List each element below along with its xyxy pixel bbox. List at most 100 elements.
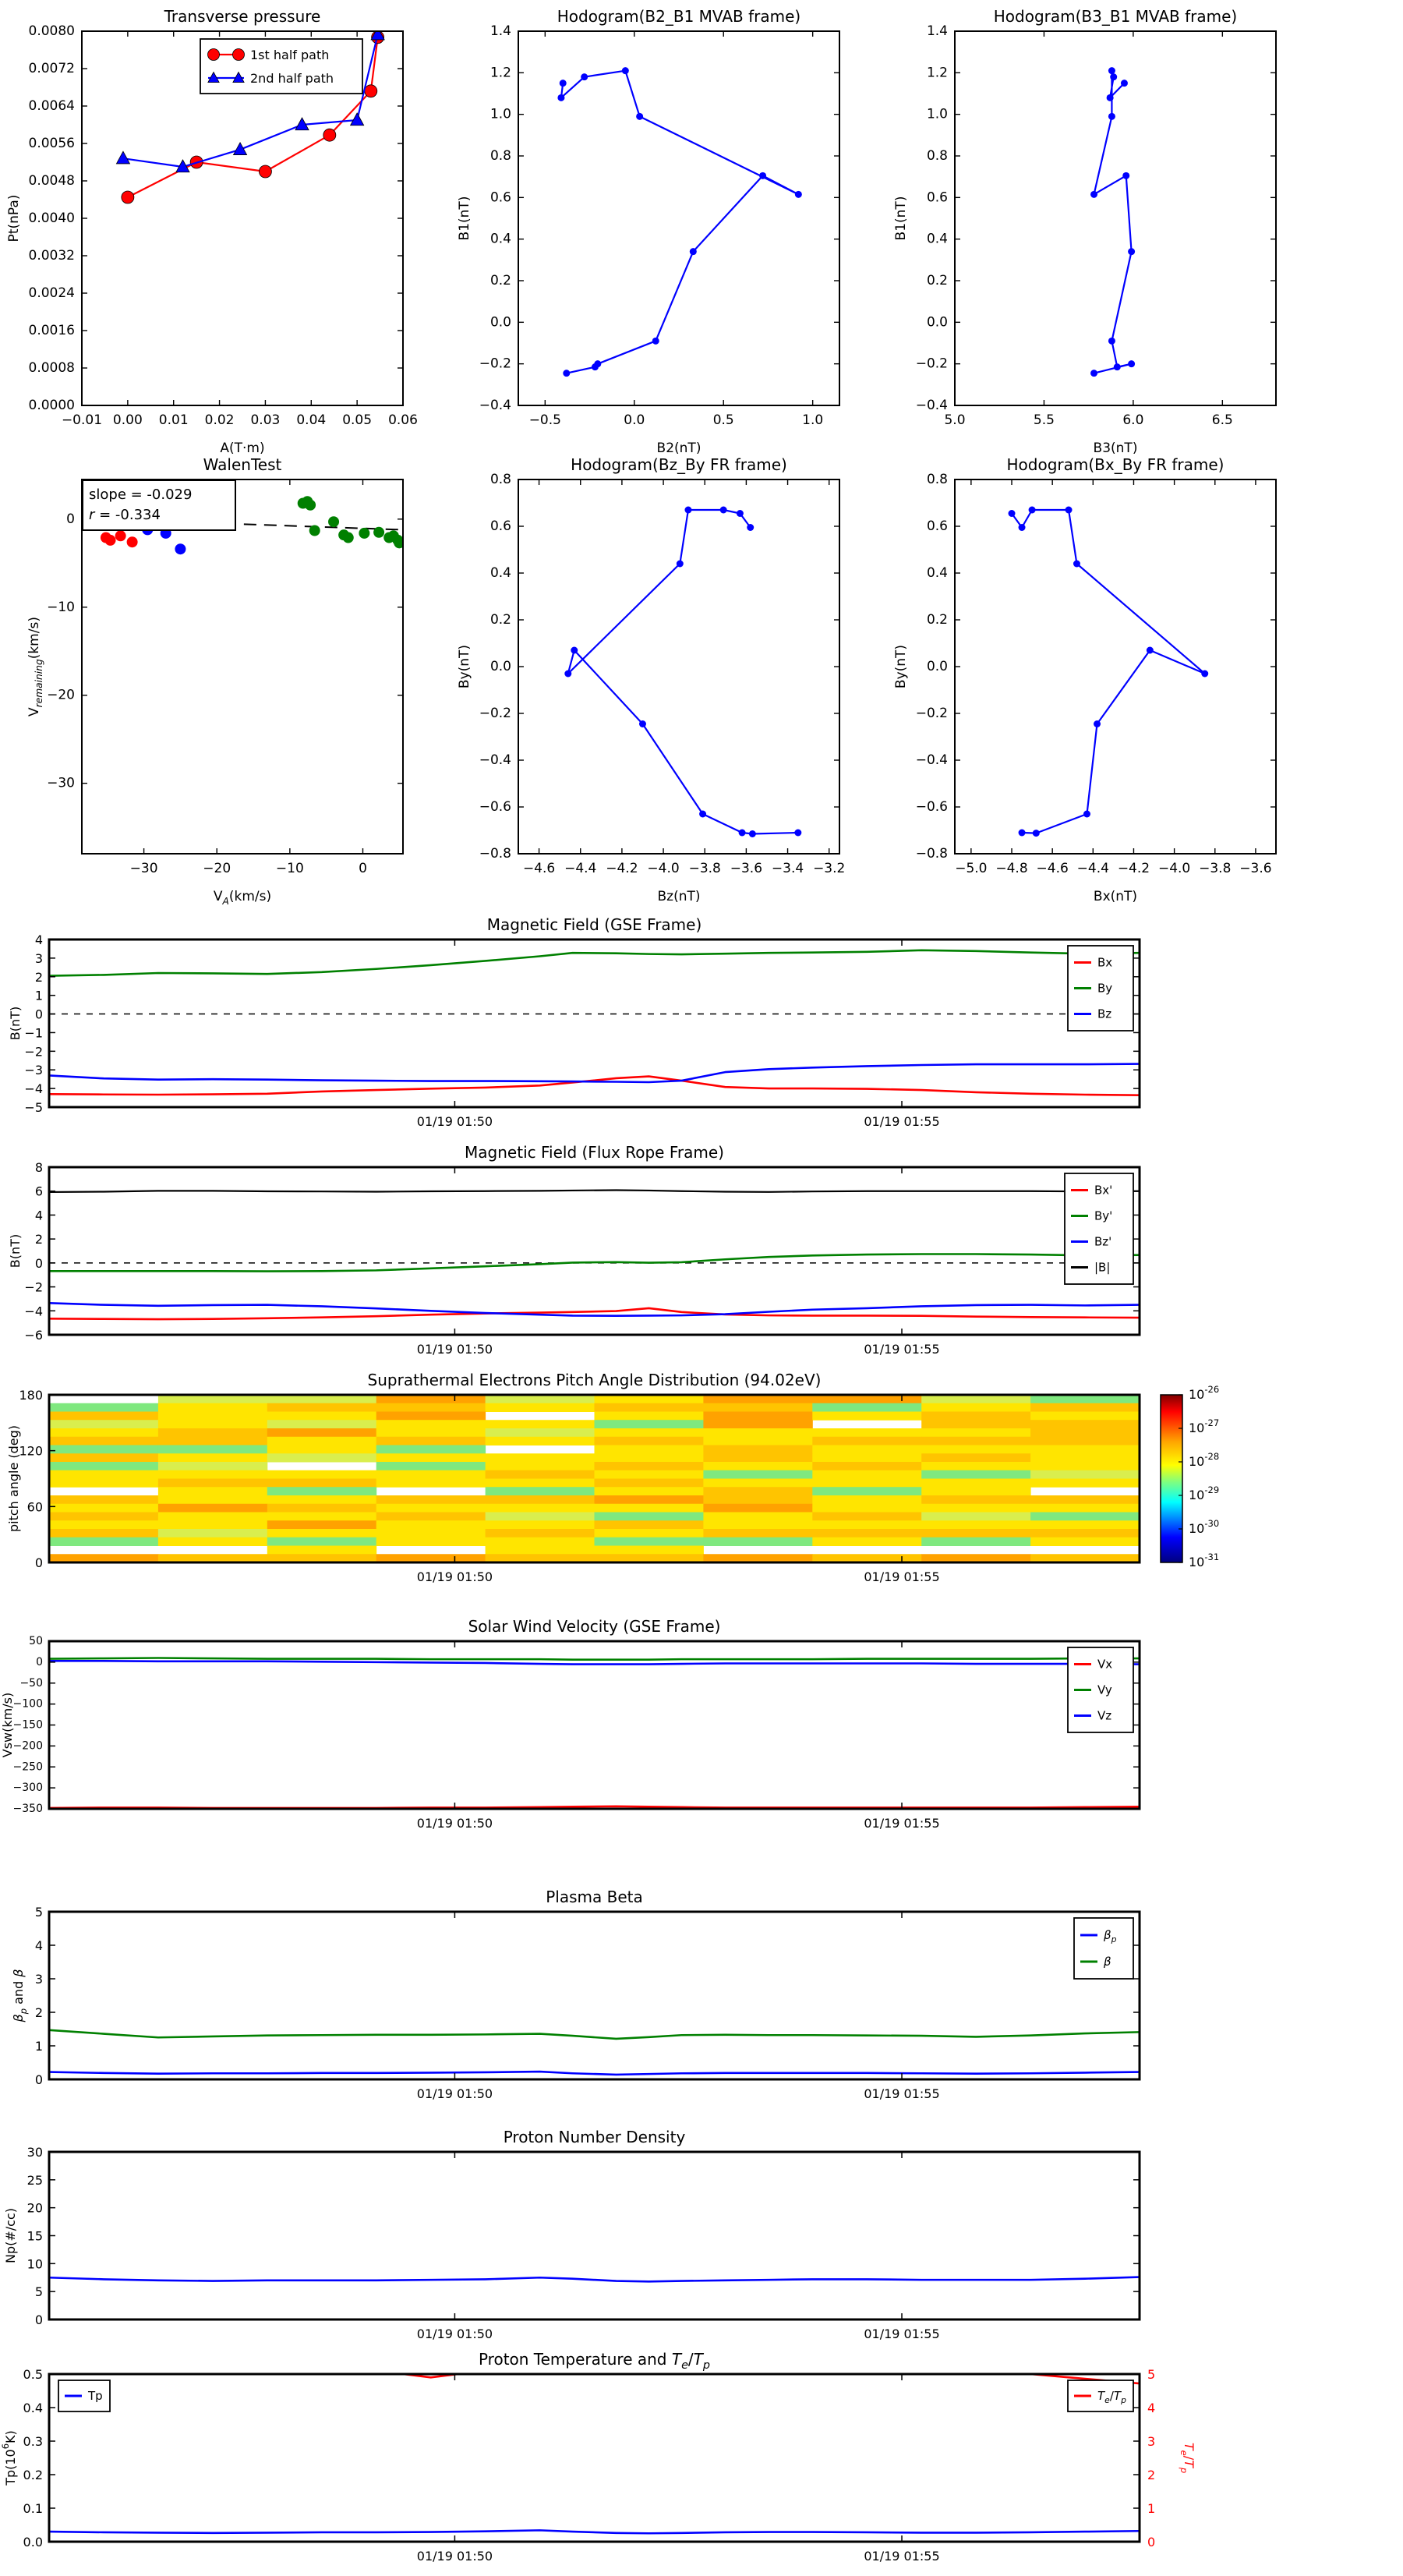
marker-dot bbox=[1201, 670, 1209, 678]
x-tick-label: −5.0 bbox=[955, 861, 987, 876]
x-tick-label: −4.0 bbox=[1158, 861, 1190, 876]
marker-triangle bbox=[370, 31, 385, 41]
heatmap-cell bbox=[157, 1462, 268, 1471]
heatmap-cell bbox=[594, 1445, 704, 1454]
time-tick-label: 01/19 01:55 bbox=[864, 1114, 939, 1129]
y-tick-label: 4 bbox=[35, 1208, 43, 1223]
heatmap-cell bbox=[267, 1478, 377, 1488]
heatmap-cell bbox=[267, 1545, 377, 1555]
y-tick-label: 0.0056 bbox=[29, 136, 75, 151]
colorbar-label: 10-29 bbox=[1189, 1484, 1219, 1502]
marker-triangle bbox=[207, 71, 220, 83]
panel-title: Solar Wind Velocity (GSE Frame) bbox=[468, 1617, 721, 1636]
heatmap-cell bbox=[921, 1453, 1031, 1463]
marker-dot bbox=[1090, 190, 1098, 198]
heatmap-cell bbox=[1030, 1495, 1140, 1505]
heatmap-cell bbox=[376, 1512, 486, 1521]
heatmap-cell bbox=[594, 1487, 704, 1496]
heatmap-cell bbox=[376, 1554, 486, 1563]
y-tick-label: 0.0008 bbox=[29, 360, 75, 376]
legend-label: |B| bbox=[1094, 1261, 1110, 1275]
time-tick-label: 01/19 01:55 bbox=[864, 1816, 939, 1831]
marker-circle bbox=[232, 48, 245, 61]
heatmap-cell bbox=[49, 1529, 159, 1538]
legend-label: 1st half path bbox=[250, 48, 329, 62]
heatmap-cell bbox=[703, 1436, 813, 1445]
time-tick-label: 01/19 01:50 bbox=[417, 1816, 493, 1831]
heatmap-cell bbox=[267, 1520, 377, 1530]
x-tick-label: 5.5 bbox=[1034, 412, 1055, 428]
marker-dot bbox=[1146, 646, 1154, 654]
y-tick-label: 3 bbox=[35, 950, 43, 965]
heatmap-cell bbox=[594, 1470, 704, 1479]
colorbar-label: 10-27 bbox=[1189, 1417, 1219, 1435]
plot-area bbox=[564, 506, 802, 837]
time-tick-label: 01/19 01:50 bbox=[417, 1114, 493, 1129]
y-tick-label: 0.6 bbox=[927, 189, 948, 205]
panel-title: Plasma Beta bbox=[546, 1888, 643, 1906]
legend-label: Tp bbox=[87, 2389, 103, 2403]
legend-label: By bbox=[1097, 982, 1112, 996]
y-tick-label: −10 bbox=[47, 600, 75, 615]
heatmap-cell bbox=[267, 1487, 377, 1496]
x-tick-label: 0.5 bbox=[713, 412, 734, 428]
heatmap-cell bbox=[594, 1436, 704, 1445]
plot-area bbox=[49, 2276, 1140, 2283]
x-tick-label: −3.8 bbox=[689, 861, 721, 876]
marker-circle bbox=[323, 128, 337, 142]
y-tick-label: 1.4 bbox=[490, 23, 511, 39]
heatmap-cell bbox=[812, 1537, 922, 1546]
y-tick-label: −0.4 bbox=[479, 752, 511, 768]
scatter-second-half bbox=[359, 527, 370, 539]
y-tick-label: 0.0016 bbox=[29, 323, 75, 338]
heatmap-cell bbox=[267, 1420, 377, 1429]
y-tick-label: −0.2 bbox=[479, 706, 511, 721]
heatmap-cell bbox=[812, 1436, 922, 1445]
x-axis-label: B3(nT) bbox=[1094, 441, 1138, 456]
heatmap-cell bbox=[376, 1453, 486, 1463]
heatmap-cell bbox=[1030, 1403, 1140, 1412]
heatmap-cell bbox=[703, 1495, 813, 1505]
colorbar-label: 10-31 bbox=[1189, 1552, 1219, 1569]
colorbar bbox=[1160, 1394, 1183, 1563]
y-axis-label: Np(#/cc) bbox=[3, 2208, 18, 2263]
heatmap-cell bbox=[485, 1487, 595, 1496]
heatmap-cell bbox=[485, 1428, 595, 1438]
time-tick-label: 01/19 01:55 bbox=[864, 1569, 939, 1584]
x-tick-label: −4.2 bbox=[1118, 861, 1150, 876]
marker-triangle bbox=[295, 117, 309, 131]
heatmap-cell bbox=[812, 1428, 922, 1438]
heatmap-cell bbox=[921, 1503, 1031, 1513]
series-By bbox=[49, 949, 1140, 977]
x-tick-label: 0.00 bbox=[113, 412, 143, 428]
y-tick-label: 0.2 bbox=[927, 273, 948, 288]
marker-dot bbox=[1108, 337, 1115, 345]
heatmap-cell bbox=[267, 1554, 377, 1563]
heatmap-cell bbox=[1030, 1478, 1140, 1488]
y-tick-label: 0.8 bbox=[490, 472, 511, 487]
legend-label: Vx bbox=[1097, 1658, 1112, 1672]
heatmap-cell bbox=[594, 1395, 704, 1404]
heatmap-cell bbox=[812, 1462, 922, 1471]
y-tick-label: 0.0000 bbox=[29, 398, 75, 413]
scatter-second-half bbox=[342, 532, 354, 543]
panel-title: Hodogram(Bx_By FR frame) bbox=[1006, 455, 1224, 474]
marker-dot bbox=[1065, 506, 1073, 514]
y-tick-label: 0.4 bbox=[490, 232, 511, 247]
time-tick-label: 01/19 01:50 bbox=[417, 1569, 493, 1584]
colorbar-label: 10-26 bbox=[1189, 1384, 1219, 1402]
x-tick-label: −3.6 bbox=[730, 861, 762, 876]
y-tick-label: 0.2 bbox=[23, 2468, 43, 2482]
heatmap-cell bbox=[921, 1537, 1031, 1546]
y-tick-label: 0.3 bbox=[23, 2434, 43, 2449]
x-tick-label: 0.01 bbox=[159, 412, 189, 428]
x-tick-label: −0.5 bbox=[529, 412, 561, 428]
legend-label: Bx' bbox=[1094, 1184, 1112, 1198]
legend-box bbox=[1064, 1173, 1134, 1285]
plot-area bbox=[49, 1189, 1140, 1321]
heatmap-cell bbox=[157, 1478, 268, 1488]
heatmap-cell bbox=[1030, 1436, 1140, 1445]
y-tick-label: 0.4 bbox=[23, 2401, 43, 2415]
y-tick-label: 5 bbox=[35, 1905, 43, 1920]
